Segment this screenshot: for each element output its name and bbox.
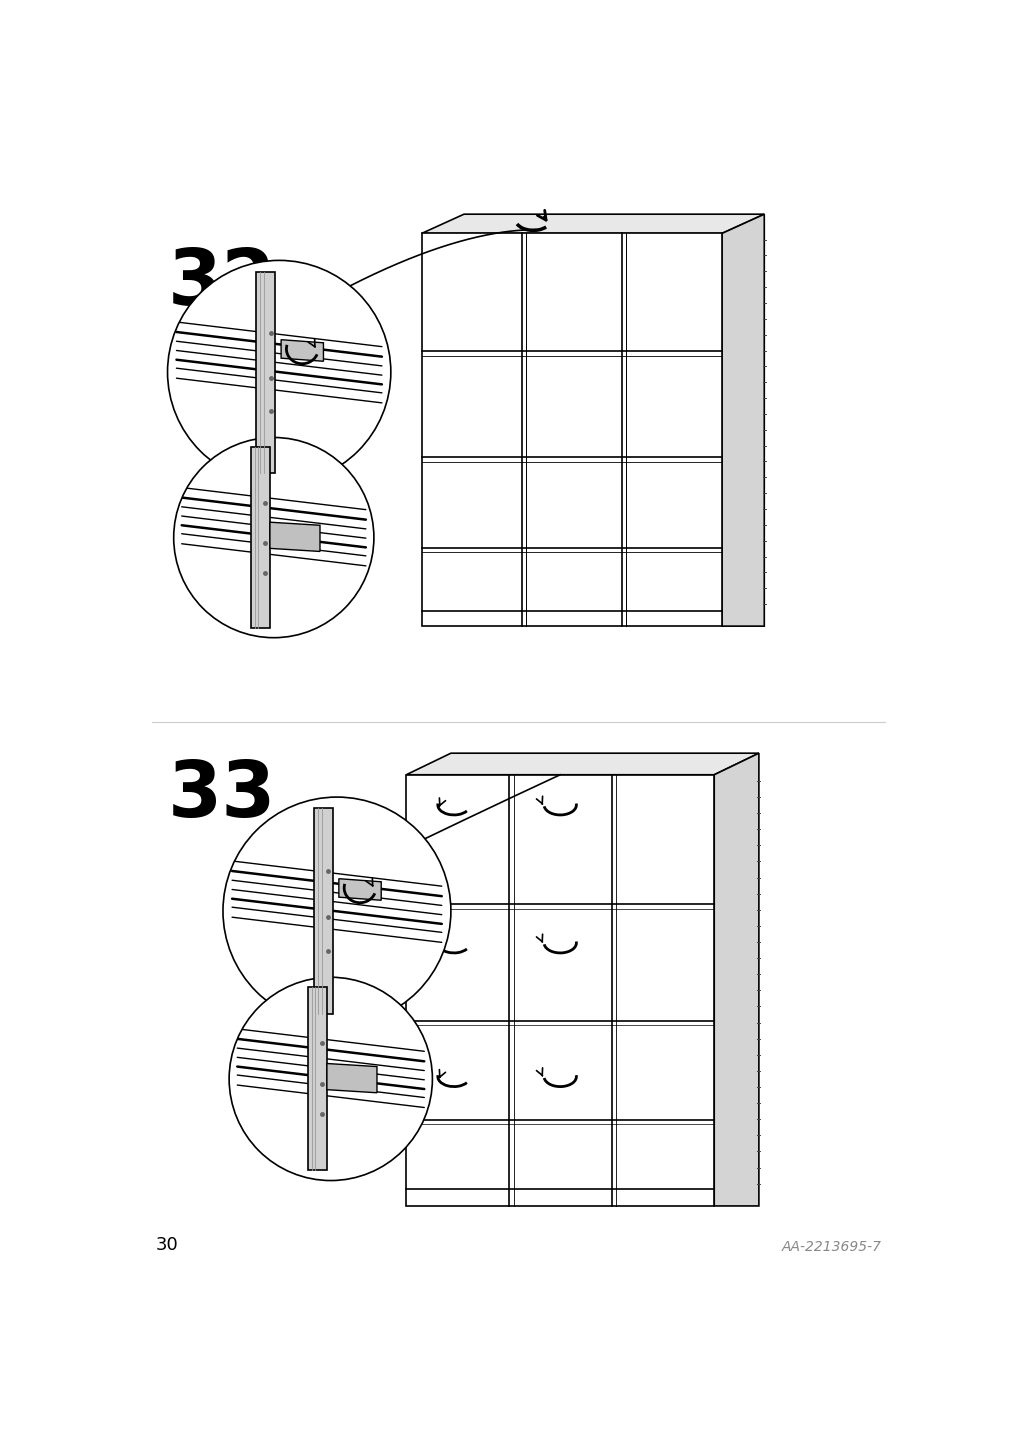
Polygon shape [327,1064,376,1093]
Circle shape [174,438,373,637]
Polygon shape [422,215,763,233]
Polygon shape [251,447,270,627]
Polygon shape [422,233,721,626]
Polygon shape [405,753,758,775]
Polygon shape [714,753,758,1206]
Polygon shape [256,272,275,473]
Text: AA-2213695-7: AA-2213695-7 [782,1240,882,1253]
Circle shape [168,261,390,484]
Polygon shape [405,775,714,1206]
Text: 32: 32 [168,245,276,321]
Polygon shape [307,988,327,1170]
Text: 30: 30 [156,1236,179,1253]
Polygon shape [721,215,763,626]
Polygon shape [339,879,381,901]
Text: 33: 33 [168,758,276,833]
Circle shape [228,977,432,1180]
Polygon shape [281,339,324,361]
Text: 2x: 2x [283,822,314,846]
Circle shape [222,798,451,1025]
Polygon shape [313,809,333,1014]
Polygon shape [270,523,319,551]
Text: 1x: 1x [225,286,257,309]
